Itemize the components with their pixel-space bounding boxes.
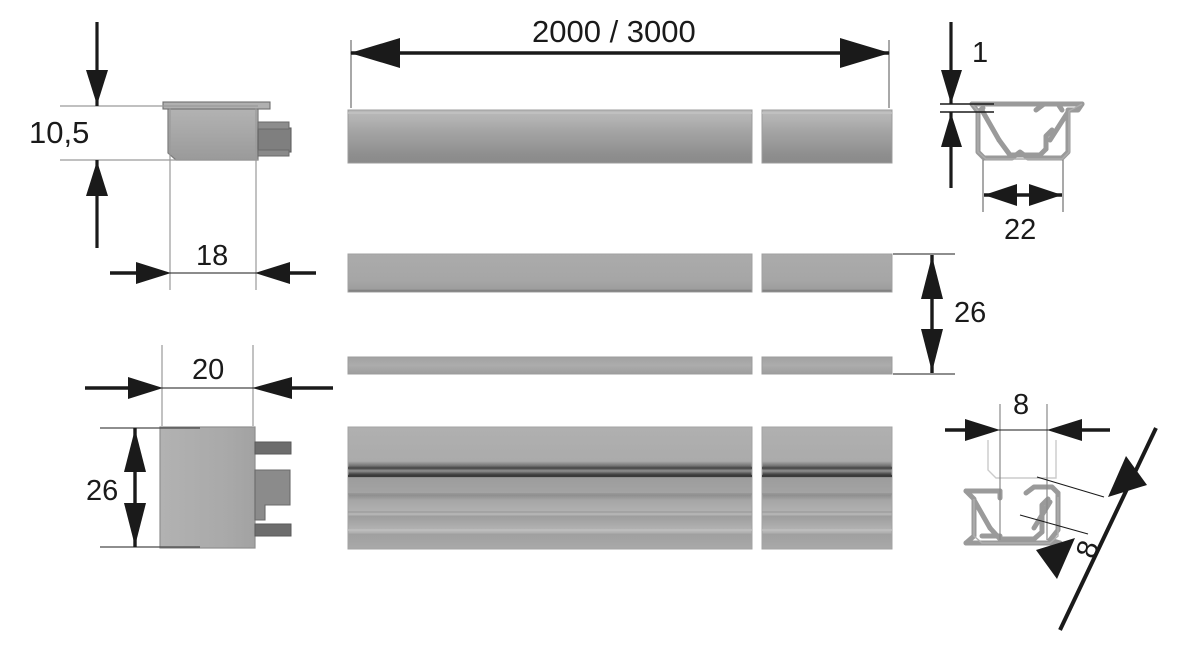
arrow-up-26-left [124, 429, 146, 472]
label-10-5: 10,5 [29, 115, 89, 150]
led-strip-ghost [987, 440, 1057, 479]
arrow-right-length [840, 38, 890, 68]
end-cap-front-tab-mid [254, 469, 291, 521]
view-end-cap-front [85, 345, 333, 549]
arrow-up-105 [86, 161, 108, 196]
dimension-18 [110, 262, 316, 284]
dimension-22 [984, 184, 1062, 206]
dimension-20 [85, 377, 333, 399]
arrow-right-18 [136, 262, 171, 284]
label-18: 18 [196, 240, 228, 272]
label-length: 2000 / 3000 [532, 14, 696, 49]
profile-side-thin-right [761, 356, 893, 375]
dimension-10-5 [86, 22, 108, 248]
arrow-up-26-right [921, 256, 943, 299]
view-cross-section-lower [945, 404, 1158, 631]
dimension-1 [941, 22, 962, 188]
label-20: 20 [192, 354, 224, 386]
profile-side-thin-left [347, 356, 753, 375]
arrow-left-18 [255, 262, 290, 284]
arrow-down-26-right [921, 329, 943, 372]
arrow-left-22 [984, 184, 1017, 206]
dimension-length [350, 38, 890, 68]
dimension-26-left [124, 428, 146, 547]
arrow-diag-up [1036, 538, 1075, 579]
profile-front-bar-left [347, 426, 753, 550]
label-8-horizontal: 8 [1013, 389, 1029, 421]
profile-section-lower [963, 484, 1063, 546]
label-22: 22 [1004, 214, 1036, 246]
arrow-right-8 [965, 419, 1000, 441]
label-26-right: 26 [954, 297, 986, 329]
end-cap-front-body [159, 426, 256, 549]
arrow-down-105 [86, 70, 108, 105]
view-cross-section-upper [940, 22, 1085, 212]
end-cap-tab-lower [257, 149, 290, 157]
arrow-up-1 [941, 113, 962, 147]
dimension-26-right [921, 255, 943, 373]
view-profile-side [347, 253, 955, 375]
label-1: 1 [972, 37, 988, 69]
end-cap-tab-upper [257, 121, 290, 130]
arrow-left-length [350, 38, 400, 68]
view-profile-top [347, 38, 893, 164]
profile-side-bar-right [761, 253, 893, 293]
arrow-right-20 [128, 377, 163, 399]
arrow-down-26-left [124, 503, 146, 546]
dimension-8-horizontal [945, 419, 1110, 441]
arrow-right-22 [1029, 184, 1062, 206]
dimension-8-diagonal [1019, 427, 1158, 631]
profile-front-bar-right [761, 426, 893, 550]
arrow-diag-down [1108, 456, 1147, 497]
profile-side-bar-left [347, 253, 753, 293]
label-26-left: 26 [86, 475, 118, 507]
profile-top-bar-left [347, 109, 753, 164]
arrow-left-20 [252, 377, 292, 399]
end-cap-front-tab-bottom [254, 523, 292, 537]
arrow-down-1 [941, 70, 962, 104]
view-profile-front [347, 426, 893, 550]
view-end-cap-side [60, 22, 316, 290]
arrow-left-8 [1047, 419, 1082, 441]
ext-line-diag-lower [1019, 514, 1089, 535]
end-cap-body [167, 105, 259, 161]
end-cap-front-tab-top [254, 441, 292, 455]
end-cap-tab [257, 127, 292, 153]
profile-top-bar-right [761, 109, 893, 164]
ext-line-diag-upper [1036, 476, 1105, 498]
